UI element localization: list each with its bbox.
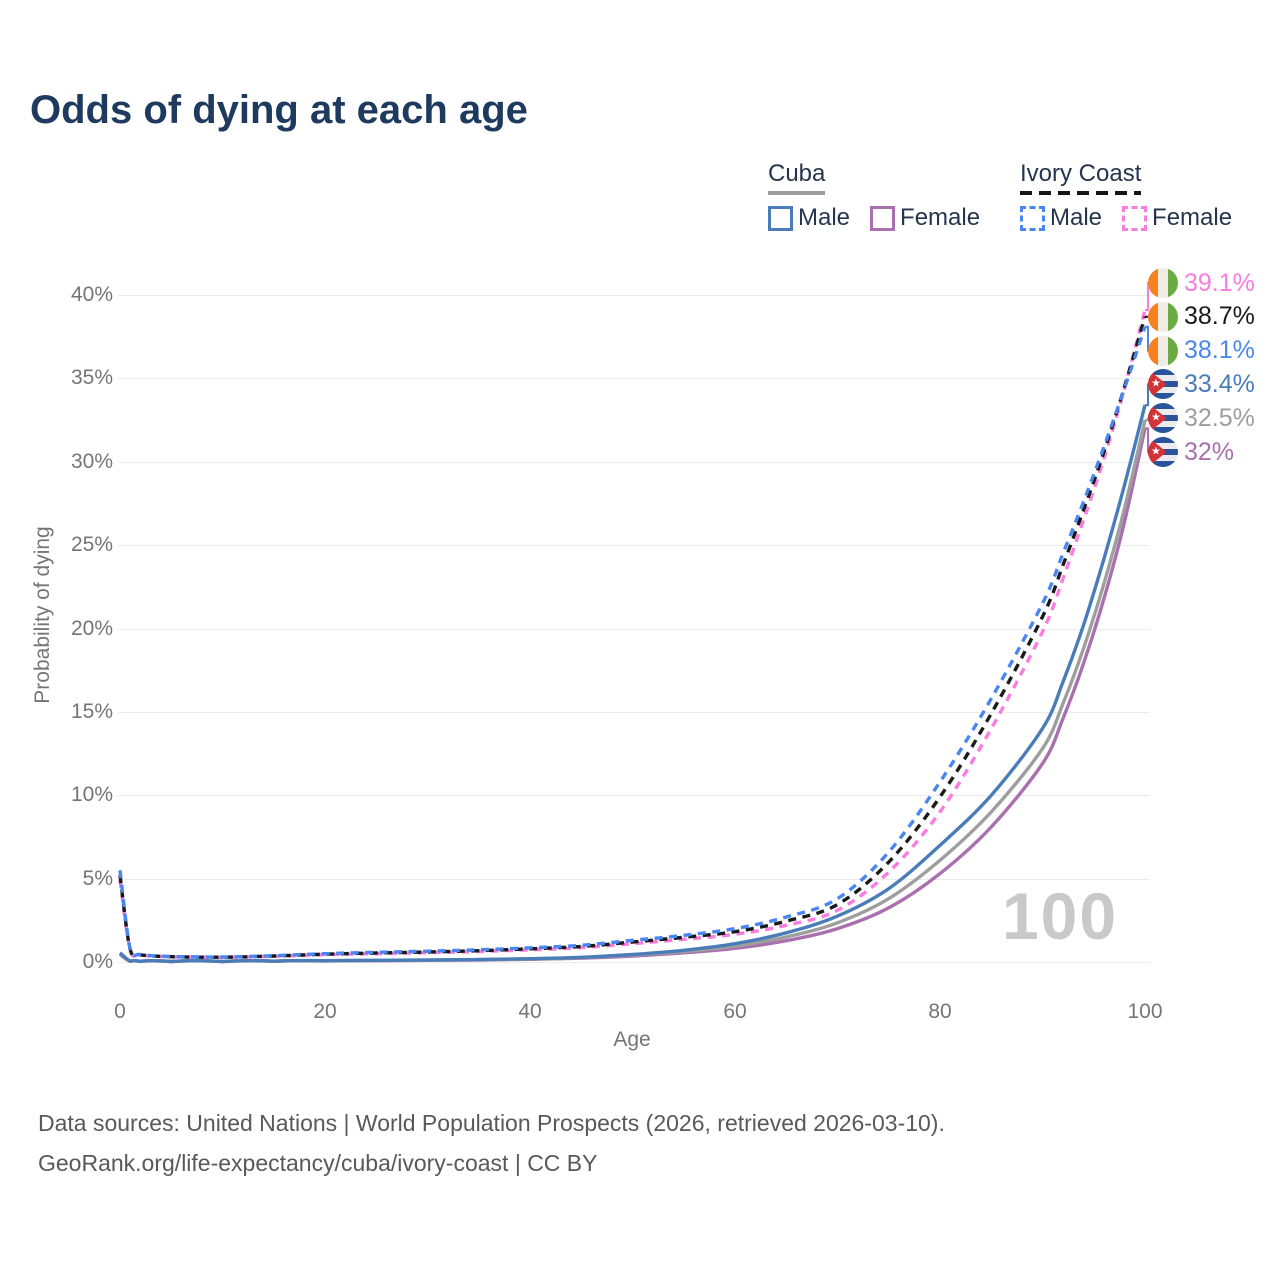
- x-tick-label: 100: [1127, 1000, 1163, 1023]
- ivory-coast-male-swatch-icon: [1020, 205, 1045, 231]
- legend-group-cuba: Cuba Male Female: [768, 160, 980, 232]
- legend-label: Female: [900, 204, 981, 231]
- end-value: 32%: [1184, 437, 1235, 466]
- age-watermark: 100: [1001, 879, 1119, 953]
- end-label-ivory-coast-female: 39.1%: [1148, 267, 1255, 299]
- y-tick-label: 25%: [70, 533, 113, 557]
- curve-ic-male: [118, 326, 1147, 959]
- x-tick-label: 20: [313, 1000, 337, 1023]
- ivory-coast-flag-icon: [1148, 301, 1178, 332]
- end-label-cuba-female: 32%: [1148, 436, 1234, 468]
- cuba-flag-icon: [1148, 437, 1178, 467]
- legend-header-cuba: Cuba: [768, 160, 826, 195]
- ivory-coast-flag-icon: [1148, 335, 1178, 366]
- legend-header-cuba-label: Cuba: [768, 160, 826, 187]
- y-tick-label: 0%: [82, 950, 113, 973]
- y-tick-label: 10%: [70, 783, 113, 807]
- end-value: 38.1%: [1184, 336, 1255, 365]
- end-label-cuba-both: 32.5%: [1148, 402, 1255, 434]
- legend-row-cuba: Male Female: [768, 204, 980, 232]
- cuba-male-swatch-icon: [768, 205, 793, 231]
- y-tick-label: 35%: [70, 366, 113, 390]
- x-tick-label: 60: [723, 1000, 747, 1023]
- cuba-female-swatch-icon: [870, 205, 896, 231]
- legend-item-cuba-female[interactable]: Female: [870, 204, 980, 232]
- end-value: 32.5%: [1184, 403, 1255, 432]
- cuba-flag-icon: [1148, 369, 1178, 400]
- legend-item-ivory-coast-female[interactable]: Female: [1122, 204, 1232, 232]
- cuba-flag-icon: [1148, 403, 1178, 434]
- legend-item-cuba-male[interactable]: Male: [768, 204, 850, 232]
- end-value: 39.1%: [1184, 268, 1255, 297]
- y-axis-title: Probability of dying: [31, 526, 54, 704]
- attribution-text: GeoRank.org/life-expectancy/cuba/ivory-c…: [38, 1150, 598, 1176]
- ivory-coast-female-swatch-icon: [1122, 205, 1148, 231]
- legend-label: Male: [798, 204, 851, 231]
- end-label-cuba-male: 33.4%: [1148, 368, 1255, 400]
- legend-header-ivory-coast-label: Ivory Coast: [1020, 160, 1142, 187]
- legend-item-ivory-coast-male[interactable]: Male: [1020, 204, 1102, 232]
- ivory-coast-flag-icon: [1148, 268, 1178, 298]
- legend-header-ivory-coast: Ivory Coast: [1020, 160, 1142, 195]
- page-title: Odds of dying at each age: [30, 88, 528, 132]
- y-tick-label: 30%: [70, 449, 113, 473]
- end-value: 38.7%: [1184, 302, 1255, 331]
- curve-ic-both: [118, 316, 1147, 959]
- end-label-ivory-coast-both: 38.7%: [1148, 301, 1255, 333]
- legend-group-ivory-coast: Ivory Coast Male Female: [1020, 160, 1232, 232]
- end-label-ivory-coast-male: 38.1%: [1148, 335, 1255, 367]
- y-tick-label: 20%: [70, 616, 113, 640]
- legend-label: Male: [1050, 204, 1103, 231]
- cuba-solid-line-sample: [768, 191, 826, 195]
- x-axis-title: Age: [613, 1028, 651, 1051]
- x-tick-label: 0: [114, 1000, 126, 1023]
- legend-label: Female: [1152, 204, 1233, 231]
- data-sources-text: Data sources: United Nations | World Pop…: [38, 1110, 945, 1136]
- x-tick-label: 40: [518, 1000, 542, 1023]
- ivory-coast-dashed-line-sample: [1020, 191, 1142, 195]
- curve-ic-female: [118, 309, 1147, 960]
- x-tick-label: 80: [928, 1000, 952, 1023]
- y-tick-label: 40%: [70, 283, 113, 306]
- legend-row-ivory-coast: Male Female: [1020, 204, 1232, 232]
- end-value: 33.4%: [1184, 369, 1255, 398]
- y-tick-label: 5%: [82, 866, 113, 890]
- y-tick-label: 15%: [70, 699, 113, 723]
